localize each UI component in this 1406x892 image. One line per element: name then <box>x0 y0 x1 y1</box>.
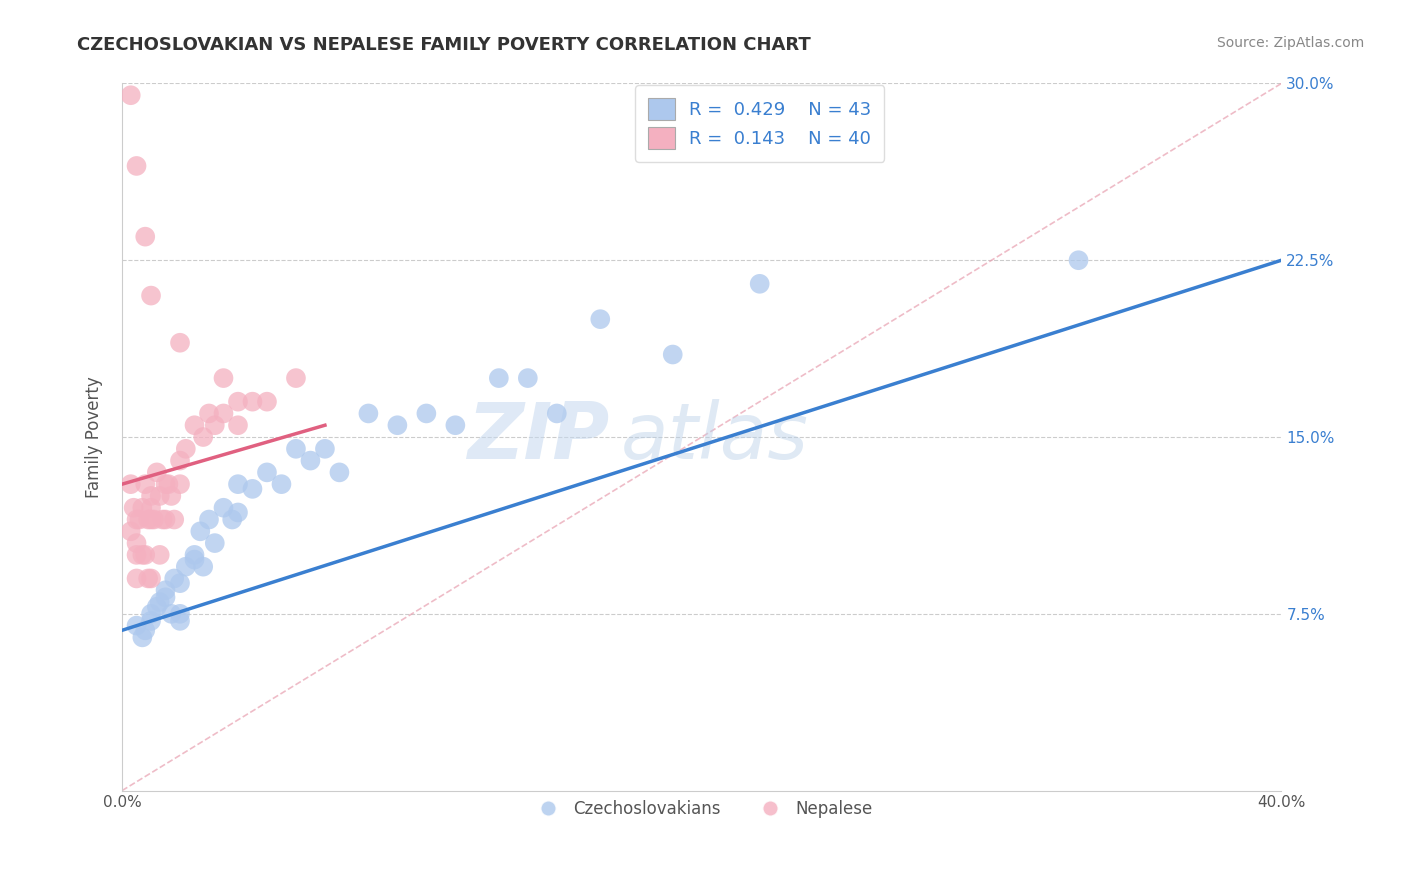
Point <box>174 559 197 574</box>
Point <box>299 453 322 467</box>
Point <box>169 477 191 491</box>
Point <box>125 512 148 526</box>
Point <box>131 631 153 645</box>
Point <box>589 312 612 326</box>
Y-axis label: Family Poverty: Family Poverty <box>86 376 103 498</box>
Point <box>136 512 159 526</box>
Point <box>242 394 264 409</box>
Legend: Czechoslovakians, Nepalese: Czechoslovakians, Nepalese <box>524 793 879 825</box>
Point <box>516 371 538 385</box>
Point <box>169 607 191 621</box>
Point <box>226 394 249 409</box>
Text: Source: ZipAtlas.com: Source: ZipAtlas.com <box>1216 36 1364 50</box>
Text: atlas: atlas <box>620 399 808 475</box>
Point <box>125 548 148 562</box>
Point <box>125 618 148 632</box>
Point <box>160 607 183 621</box>
Point <box>444 418 467 433</box>
Point <box>157 477 180 491</box>
Point <box>134 477 156 491</box>
Point <box>546 407 568 421</box>
Point <box>155 512 177 526</box>
Point <box>284 371 307 385</box>
Point <box>314 442 336 456</box>
Point <box>357 407 380 421</box>
Point <box>488 371 510 385</box>
Point <box>212 407 235 421</box>
Point <box>212 371 235 385</box>
Point <box>136 571 159 585</box>
Point <box>169 576 191 591</box>
Point <box>415 407 437 421</box>
Point <box>193 559 215 574</box>
Point <box>169 614 191 628</box>
Point <box>204 418 226 433</box>
Point <box>146 466 169 480</box>
Point <box>198 512 221 526</box>
Point <box>131 500 153 515</box>
Point <box>139 512 162 526</box>
Point <box>256 394 278 409</box>
Point <box>169 453 191 467</box>
Point <box>1067 253 1090 268</box>
Point <box>120 477 142 491</box>
Point <box>155 477 177 491</box>
Text: CZECHOSLOVAKIAN VS NEPALESE FAMILY POVERTY CORRELATION CHART: CZECHOSLOVAKIAN VS NEPALESE FAMILY POVER… <box>77 36 811 54</box>
Point <box>163 571 186 585</box>
Point <box>149 595 172 609</box>
Point <box>221 512 243 526</box>
Point <box>134 548 156 562</box>
Point <box>183 552 205 566</box>
Point <box>125 536 148 550</box>
Point <box>183 548 205 562</box>
Point <box>198 407 221 421</box>
Point <box>193 430 215 444</box>
Point <box>134 229 156 244</box>
Point <box>204 536 226 550</box>
Point <box>748 277 770 291</box>
Point <box>226 505 249 519</box>
Point <box>128 512 150 526</box>
Point <box>242 482 264 496</box>
Point <box>122 500 145 515</box>
Point <box>256 466 278 480</box>
Point <box>139 614 162 628</box>
Point <box>183 418 205 433</box>
Point <box>174 442 197 456</box>
Point <box>120 524 142 539</box>
Point <box>169 335 191 350</box>
Point <box>125 159 148 173</box>
Point <box>152 512 174 526</box>
Point <box>139 571 162 585</box>
Point <box>661 347 683 361</box>
Point <box>270 477 292 491</box>
Point <box>226 418 249 433</box>
Point <box>139 607 162 621</box>
Text: ZIP: ZIP <box>467 399 609 475</box>
Point <box>212 500 235 515</box>
Point <box>188 524 211 539</box>
Point <box>146 599 169 614</box>
Point <box>155 583 177 598</box>
Point <box>149 489 172 503</box>
Point <box>139 288 162 302</box>
Point <box>226 477 249 491</box>
Point <box>155 591 177 605</box>
Point <box>120 88 142 103</box>
Point <box>160 489 183 503</box>
Point <box>163 512 186 526</box>
Point <box>139 500 162 515</box>
Point <box>134 624 156 638</box>
Point <box>142 512 165 526</box>
Point <box>387 418 409 433</box>
Point <box>149 548 172 562</box>
Point <box>131 548 153 562</box>
Point <box>284 442 307 456</box>
Point <box>328 466 350 480</box>
Point <box>125 571 148 585</box>
Point <box>139 489 162 503</box>
